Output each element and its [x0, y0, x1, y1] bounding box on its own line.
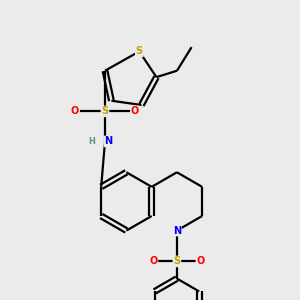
- Text: S: S: [101, 106, 109, 116]
- Text: O: O: [71, 106, 79, 116]
- Text: O: O: [196, 256, 205, 266]
- Text: O: O: [149, 256, 158, 266]
- Text: O: O: [131, 106, 139, 116]
- Text: S: S: [136, 46, 143, 56]
- Text: H: H: [89, 137, 96, 146]
- Text: N: N: [104, 136, 112, 146]
- Text: S: S: [173, 256, 181, 266]
- Text: N: N: [173, 226, 181, 236]
